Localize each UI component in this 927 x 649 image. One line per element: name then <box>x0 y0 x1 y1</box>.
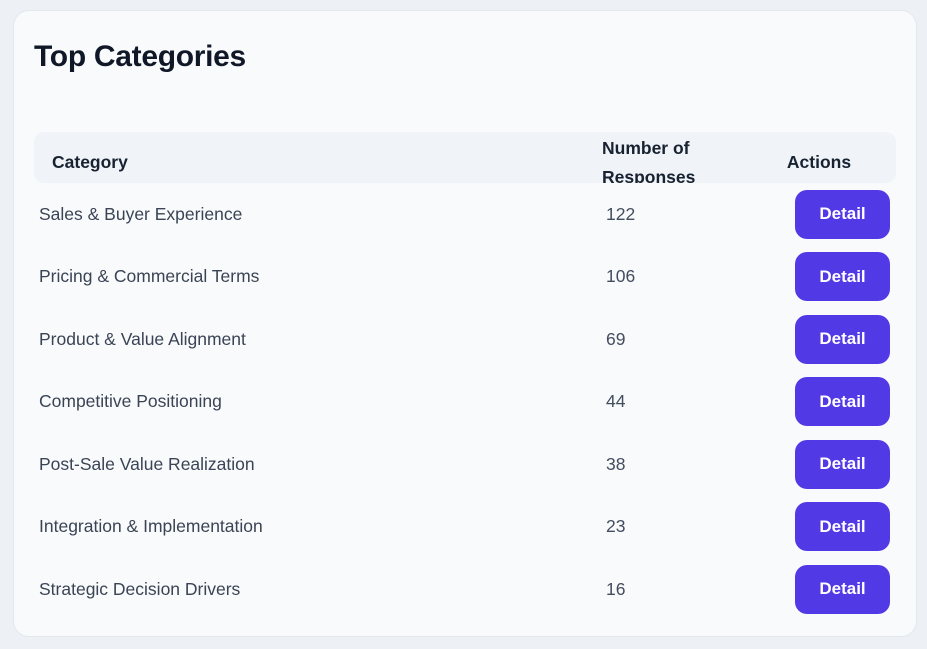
column-header-responses-label: Number of Responses <box>602 138 696 183</box>
category-name: Post-Sale Value Realization <box>39 453 255 474</box>
actions-cell: Detail <box>742 189 896 239</box>
category-name: Strategic Decision Drivers <box>39 578 241 599</box>
category-name: Product & Value Alignment <box>39 328 246 349</box>
category-name: Sales & Buyer Experience <box>39 203 243 224</box>
actions-cell: Detail <box>742 252 896 302</box>
actions-cell: Detail <box>742 439 896 489</box>
responses-count: 122 <box>606 203 636 224</box>
top-categories-card: Top Categories Category Number of Respon… <box>13 10 917 637</box>
detail-button[interactable]: Detail <box>795 439 890 489</box>
category-name: Competitive Positioning <box>39 391 222 412</box>
table-row: Strategic Decision Drivers 16 Detail <box>34 558 896 621</box>
table-row: Post-Sale Value Realization 38 Detail <box>34 433 896 496</box>
responses-count: 69 <box>606 328 626 349</box>
table-row: Sales & Buyer Experience 122 Detail <box>34 183 896 246</box>
responses-count: 38 <box>606 453 626 474</box>
detail-button[interactable]: Detail <box>795 502 890 552</box>
table-row: Pricing & Commercial Terms 106 Detail <box>34 246 896 309</box>
table-row: Competitive Positioning 44 Detail <box>34 371 896 434</box>
actions-cell: Detail <box>742 377 896 427</box>
category-name: Pricing & Commercial Terms <box>39 266 260 287</box>
column-header-responses: Number of Responses <box>587 132 742 183</box>
page-title: Top Categories <box>34 40 246 73</box>
table-body: Sales & Buyer Experience 122 Detail Pric… <box>34 183 896 621</box>
detail-button[interactable]: Detail <box>795 252 890 302</box>
category-name: Integration & Implementation <box>39 516 263 537</box>
detail-button[interactable]: Detail <box>795 314 890 364</box>
table-row: Product & Value Alignment 69 Detail <box>34 308 896 371</box>
detail-button[interactable]: Detail <box>795 189 890 239</box>
actions-cell: Detail <box>742 314 896 364</box>
detail-button[interactable]: Detail <box>795 564 890 614</box>
detail-button[interactable]: Detail <box>795 377 890 427</box>
column-header-category: Category <box>52 151 128 172</box>
categories-table: Category Number of Responses Actions Sal… <box>34 132 896 621</box>
actions-cell: Detail <box>742 502 896 552</box>
responses-count: 106 <box>606 266 636 287</box>
responses-count: 16 <box>606 578 626 599</box>
table-row: Integration & Implementation 23 Detail <box>34 496 896 559</box>
responses-count: 23 <box>606 516 626 537</box>
column-header-actions: Actions <box>786 151 852 172</box>
table-header-row: Category Number of Responses Actions <box>34 132 896 183</box>
actions-cell: Detail <box>742 564 896 614</box>
responses-count: 44 <box>606 391 626 412</box>
